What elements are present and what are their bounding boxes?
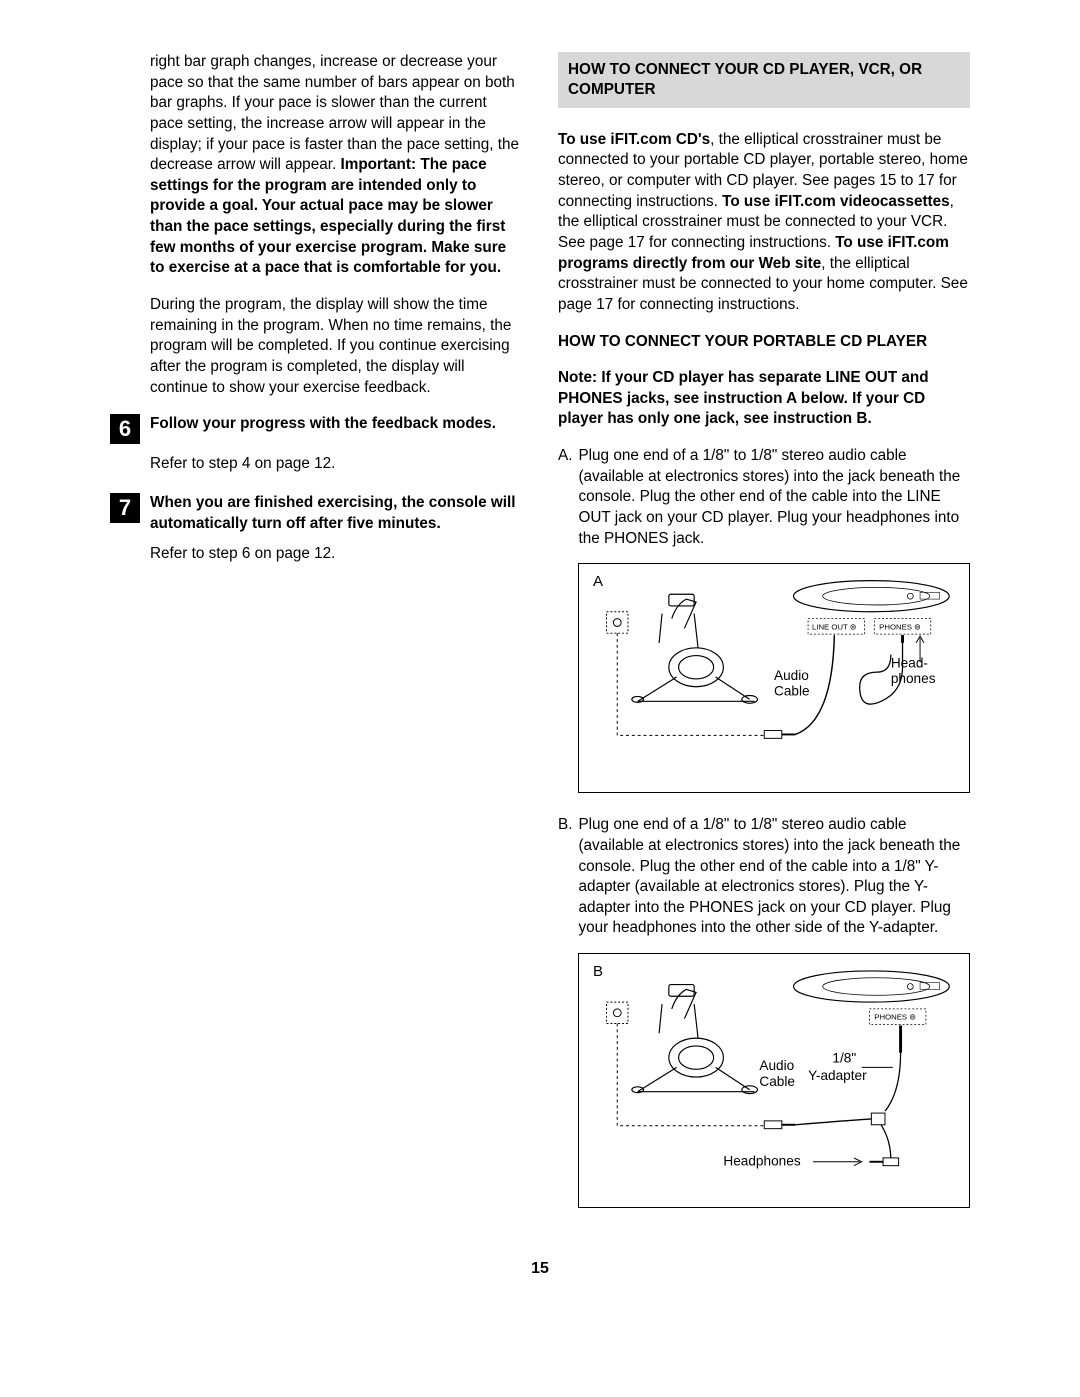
diagram-a-label: A xyxy=(593,572,603,592)
right-note: Note: If your CD player has separate LIN… xyxy=(558,368,970,430)
step-7-number: 7 xyxy=(110,493,140,523)
page-number: 15 xyxy=(110,1260,970,1278)
svg-text:Audio: Audio xyxy=(774,668,809,683)
right-para-1: To use iFIT.com CD's, the elliptical cro… xyxy=(558,130,970,316)
step-6-row: 6 Follow your progress with the feedback… xyxy=(110,414,522,444)
diag-a-lineout: LINE OUT ⊚ xyxy=(812,623,856,632)
item-a: A. Plug one end of a 1/8" to 1/8" stereo… xyxy=(558,446,970,549)
left-para-1b: Important: The pace settings for the pro… xyxy=(150,156,506,276)
diagram-a: A LINE OUT ⊚ PHONES ⊚ xyxy=(578,563,970,793)
svg-text:1/8": 1/8" xyxy=(832,1051,856,1066)
r-p1-c: To use iFIT.com videocassettes xyxy=(722,193,950,210)
item-b-label: B. xyxy=(558,815,572,939)
r-p1-a: To use iFIT.com CD's xyxy=(558,131,710,148)
elliptical-icon xyxy=(632,595,758,704)
step-7-ref: Refer to step 6 on page 12. xyxy=(150,544,522,565)
step-6-text: Follow your progress with the feedback m… xyxy=(150,414,522,435)
left-para-1: right bar graph changes, increase or dec… xyxy=(150,52,522,279)
svg-text:Cable: Cable xyxy=(774,684,810,699)
diag-a-phones: PHONES ⊚ xyxy=(879,623,920,632)
svg-text:Head-: Head- xyxy=(891,656,928,671)
step-7-row: 7 When you are finished exercising, the … xyxy=(110,493,522,534)
left-para-2: During the program, the display will sho… xyxy=(150,295,522,398)
item-b-body: Plug one end of a 1/8" to 1/8" stereo au… xyxy=(578,815,970,939)
item-b: B. Plug one end of a 1/8" to 1/8" stereo… xyxy=(558,815,970,939)
right-column: HOW TO CONNECT YOUR CD PLAYER, VCR, OR C… xyxy=(558,52,970,1230)
svg-text:phones: phones xyxy=(891,671,936,686)
item-a-body: Plug one end of a 1/8" to 1/8" stereo au… xyxy=(578,446,970,549)
left-column: right bar graph changes, increase or dec… xyxy=(110,52,522,1230)
diagram-b-svg: PHONES ⊚ xyxy=(589,964,959,1195)
diagram-b: B PHONES ⊚ xyxy=(578,953,970,1208)
svg-text:Headphones: Headphones xyxy=(723,1154,800,1169)
step-6-ref: Refer to step 4 on page 12. xyxy=(150,454,522,475)
diagram-b-label: B xyxy=(593,962,603,982)
connect-heading-box: HOW TO CONNECT YOUR CD PLAYER, VCR, OR C… xyxy=(558,52,970,108)
svg-text:Y-adapter: Y-adapter xyxy=(808,1068,867,1083)
svg-text:Audio: Audio xyxy=(759,1058,794,1073)
svg-text:PHONES ⊚: PHONES ⊚ xyxy=(874,1013,915,1022)
two-column-layout: right bar graph changes, increase or dec… xyxy=(110,52,970,1230)
item-a-label: A. xyxy=(558,446,572,549)
diagram-a-svg: LINE OUT ⊚ PHONES ⊚ xyxy=(589,574,959,780)
right-h2: HOW TO CONNECT YOUR PORTABLE CD PLAYER xyxy=(558,332,970,353)
step-7-text: When you are finished exercising, the co… xyxy=(150,493,522,534)
svg-text:Cable: Cable xyxy=(759,1074,795,1089)
step-6-number: 6 xyxy=(110,414,140,444)
